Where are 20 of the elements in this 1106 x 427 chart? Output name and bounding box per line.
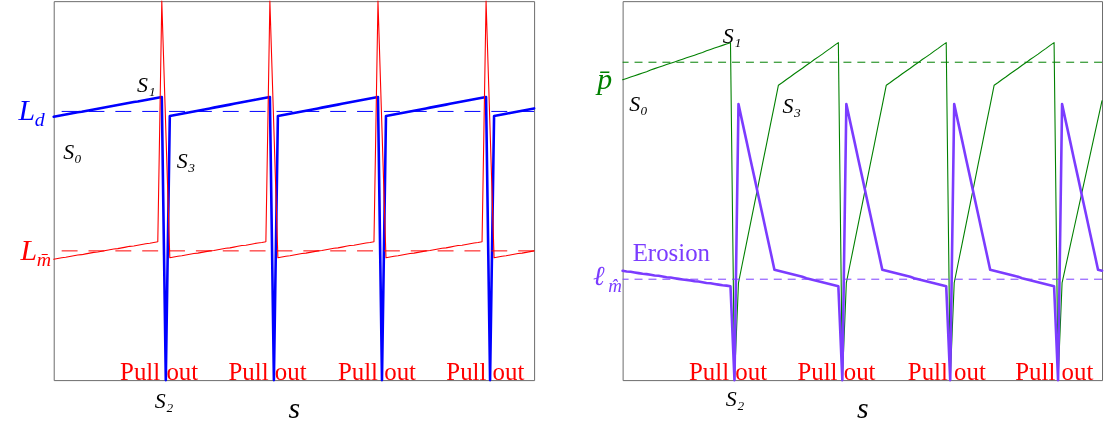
annotation: Pull out <box>1015 358 1094 386</box>
ref-line-label: p̄ <box>595 62 613 96</box>
annotation: Pull out <box>446 358 525 386</box>
annotation: S₁ <box>722 23 742 48</box>
annotation: Pull out <box>797 358 876 386</box>
annotation: S₃ <box>176 149 196 174</box>
annotation: Pull out <box>228 358 307 386</box>
annotation: Pull out <box>120 358 199 386</box>
x-axis-title: s <box>288 391 301 425</box>
annotation: S₀ <box>63 140 82 165</box>
text: S₂ <box>154 388 174 413</box>
annotation: Pull out <box>337 358 417 386</box>
annotation: S₁ <box>136 72 156 97</box>
annotation: Pull out <box>907 358 986 386</box>
annotation: Pull out <box>689 358 768 386</box>
text: S₂ <box>725 386 745 411</box>
annotation: S₀ <box>629 91 648 116</box>
x-axis-title: s <box>857 391 869 425</box>
annotation: S₃ <box>782 93 801 118</box>
series-label: Erosion <box>632 238 711 266</box>
